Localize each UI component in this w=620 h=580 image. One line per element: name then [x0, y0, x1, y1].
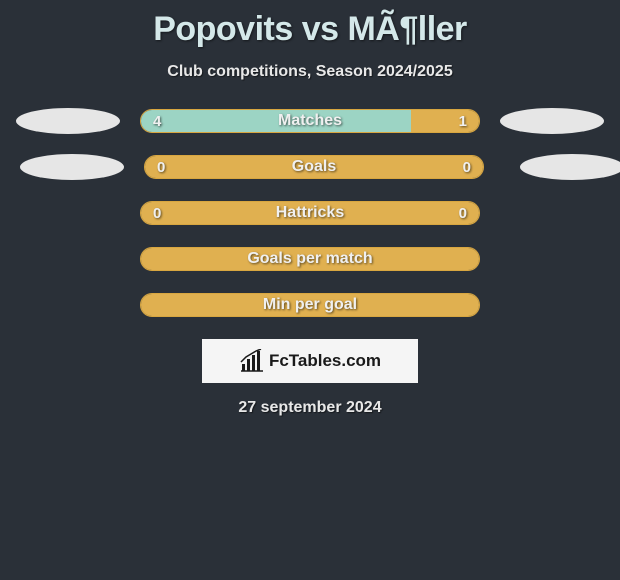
bar-chart-icon [239, 349, 263, 373]
snapshot-date: 27 september 2024 [0, 399, 620, 417]
stat-label: Matches [141, 110, 479, 132]
stat-bar: Goals per match [140, 247, 480, 271]
stat-label: Min per goal [141, 294, 479, 316]
stat-row: 00Goals [10, 155, 610, 179]
stats-container: 41Matches 00Goals 00Hattricks Goals per mat… [0, 109, 620, 317]
player-right-avatar [520, 154, 620, 180]
brand-logo[interactable]: FcTables.com [202, 339, 418, 383]
player-left-avatar [16, 108, 120, 134]
stat-label: Goals per match [141, 248, 479, 270]
stat-bar: Min per goal [140, 293, 480, 317]
stat-bar: 41Matches [140, 109, 480, 133]
stat-row: Goals per match [10, 247, 610, 271]
stat-label: Hattricks [141, 202, 479, 224]
comparison-title: Popovits vs MÃ¶ller [0, 0, 620, 49]
player-left-avatar [20, 154, 124, 180]
stat-bar: 00Goals [144, 155, 484, 179]
comparison-subtitle: Club competitions, Season 2024/2025 [0, 63, 620, 81]
stat-row: 41Matches [10, 109, 610, 133]
stat-bar: 00Hattricks [140, 201, 480, 225]
stat-row: Min per goal [10, 293, 610, 317]
brand-text: FcTables.com [269, 351, 381, 371]
stat-row: 00Hattricks [10, 201, 610, 225]
player-right-avatar [500, 108, 604, 134]
stat-label: Goals [145, 156, 483, 178]
